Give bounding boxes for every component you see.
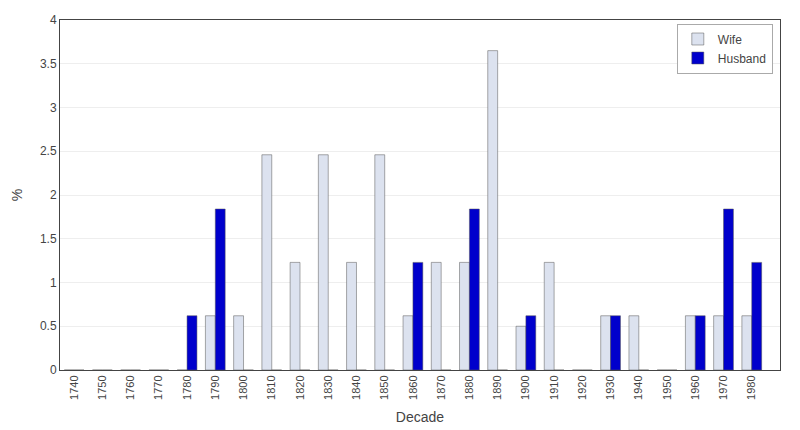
svg-text:1910: 1910 (548, 375, 560, 399)
svg-text:1890: 1890 (491, 375, 503, 399)
svg-text:1760: 1760 (124, 375, 136, 399)
svg-text:1790: 1790 (209, 375, 221, 399)
svg-text:1950: 1950 (661, 375, 673, 399)
svg-text:2: 2 (50, 188, 57, 202)
svg-text:1940: 1940 (632, 375, 644, 399)
svg-text:3.5: 3.5 (40, 57, 57, 71)
svg-text:1770: 1770 (152, 375, 164, 399)
svg-text:0: 0 (50, 363, 57, 377)
svg-text:1900: 1900 (519, 375, 531, 399)
svg-text:Husband: Husband (718, 52, 766, 66)
svg-text:1.5: 1.5 (40, 232, 57, 246)
svg-text:1800: 1800 (237, 375, 249, 399)
svg-text:1780: 1780 (181, 375, 193, 399)
svg-text:1870: 1870 (435, 375, 447, 399)
svg-text:1920: 1920 (576, 375, 588, 399)
svg-text:1810: 1810 (265, 375, 277, 399)
svg-text:1740: 1740 (68, 375, 80, 399)
svg-text:1: 1 (50, 276, 57, 290)
svg-text:Wife: Wife (718, 33, 742, 47)
svg-text:1840: 1840 (350, 375, 362, 399)
svg-text:1980: 1980 (745, 375, 757, 399)
svg-text:3: 3 (50, 101, 57, 115)
svg-text:Decade: Decade (396, 409, 444, 425)
svg-text:1820: 1820 (294, 375, 306, 399)
svg-text:1970: 1970 (717, 375, 729, 399)
svg-text:1930: 1930 (604, 375, 616, 399)
svg-text:4: 4 (50, 13, 57, 27)
svg-text:1880: 1880 (463, 375, 475, 399)
svg-text:2.5: 2.5 (40, 144, 57, 158)
svg-text:1750: 1750 (96, 375, 108, 399)
svg-text:%: % (9, 189, 25, 201)
svg-text:0.5: 0.5 (40, 319, 57, 333)
svg-text:1830: 1830 (322, 375, 334, 399)
svg-text:1860: 1860 (407, 375, 419, 399)
svg-text:1960: 1960 (689, 375, 701, 399)
svg-text:1850: 1850 (378, 375, 390, 399)
